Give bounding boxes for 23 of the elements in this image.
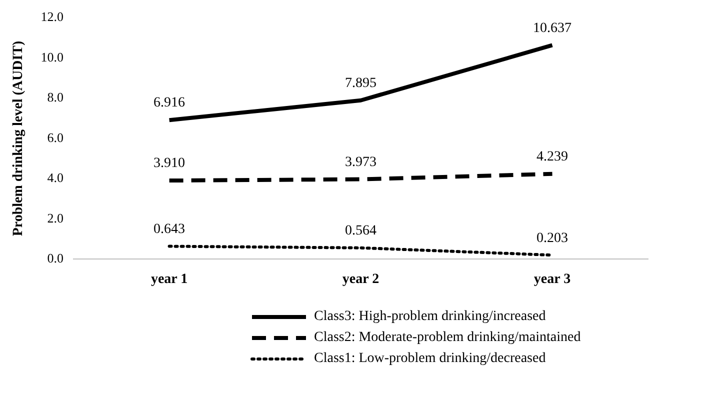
- x-tick-label: year 1: [150, 272, 188, 288]
- y-tick-label: 0.0: [47, 250, 64, 266]
- data-label: 0.643: [154, 222, 186, 237]
- y-tick-label: 8.0: [47, 90, 64, 105]
- y-tick-label: 6.0: [47, 130, 64, 145]
- y-tick-label: 12.0: [40, 9, 64, 24]
- x-tick-label: year 3: [534, 272, 571, 288]
- data-label: 10.637: [533, 20, 572, 36]
- data-label: 0.564: [345, 224, 377, 239]
- y-axis-title: Problem drinking level (AUDIT): [11, 40, 26, 236]
- x-tick-label: year 2: [342, 272, 380, 288]
- legend-label: Class1: Low-problem drinking/decreased: [314, 350, 546, 366]
- data-label: 6.916: [154, 96, 186, 111]
- y-tick-label: 10.0: [40, 49, 64, 64]
- legend-label: Class3: High-problem drinking/increased: [314, 308, 546, 324]
- data-label: 3.910: [154, 156, 186, 172]
- data-label: 4.239: [536, 150, 568, 165]
- y-tick-label: 2.0: [47, 210, 64, 226]
- data-label: 0.203: [536, 230, 568, 246]
- legend-label: Class2: Moderate-problem drinking/maintained: [314, 330, 581, 346]
- data-label: 7.895: [345, 76, 377, 92]
- y-tick-label: 4.0: [47, 170, 64, 186]
- data-label: 3.973: [345, 154, 377, 170]
